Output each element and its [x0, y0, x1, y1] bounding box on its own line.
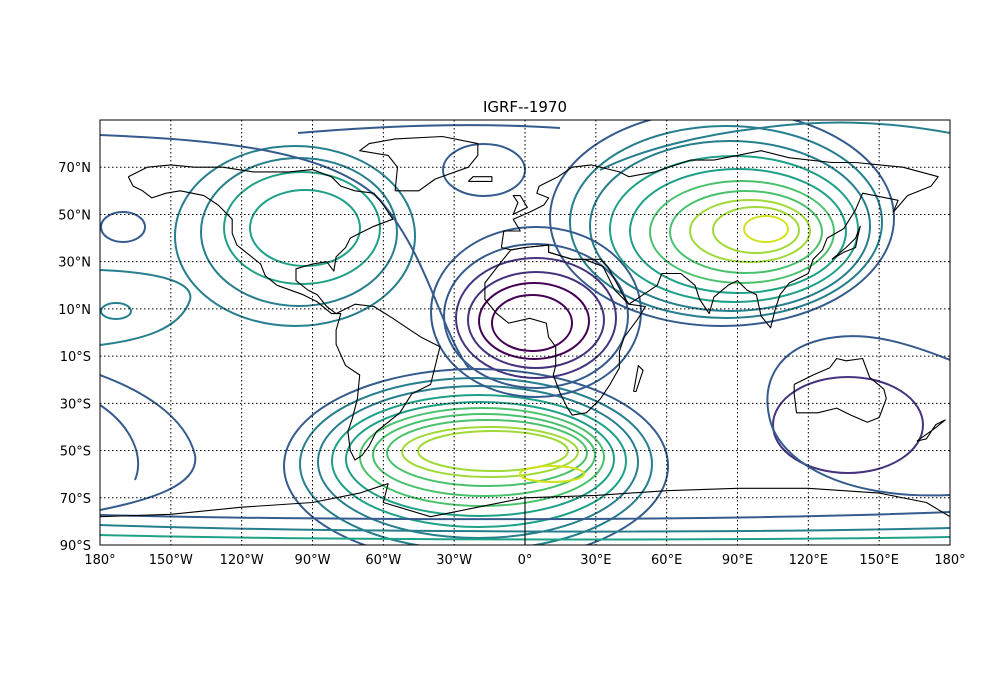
lat-tick-label: 70°S: [60, 492, 91, 507]
coastline-path: [359, 135, 479, 192]
lat-tick-label: 10°S: [60, 350, 91, 365]
contour-ring: [331, 394, 627, 528]
lat-tick-label: 50°S: [60, 445, 91, 460]
contour-ring: [223, 171, 381, 285]
graticule: [100, 120, 950, 545]
contour-ring: [589, 140, 871, 312]
contour-ring: [100, 211, 146, 243]
contour-ring: [386, 419, 588, 487]
lat-tick-label: 30°N: [58, 256, 91, 271]
contour-ring: [317, 385, 639, 539]
contour-ring: [430, 226, 642, 398]
contour-ring: [372, 413, 596, 497]
contour-line: [100, 524, 950, 533]
coastline-path: [100, 483, 950, 518]
contour-ring: [283, 368, 669, 545]
contour-ring: [649, 180, 835, 284]
coastlines: [100, 135, 950, 545]
contour-ring: [689, 199, 811, 263]
longitude-labels: 180° 150°W 120°W 90°W 60°W 30°W 0° 30°E 60°E 90°E…: [84, 553, 965, 568]
coastline-path: [127, 164, 441, 461]
contour-ring: [549, 120, 895, 327]
contour-ring: [629, 168, 847, 294]
lon-tick-label: 30°W: [436, 553, 472, 568]
lon-tick-label: 60°E: [651, 553, 682, 568]
contour-ring: [249, 189, 361, 267]
lon-tick-label: 60°W: [365, 553, 401, 568]
lon-tick-label: 150°W: [149, 553, 193, 568]
contour-ring: [712, 206, 800, 254]
lon-tick-label: 180°: [934, 553, 965, 568]
contour-ring: [443, 243, 629, 389]
lon-tick-label: 120°W: [220, 553, 264, 568]
lon-tick-label: 150°E: [859, 553, 899, 568]
coastline-path: [467, 176, 493, 182]
lat-tick-label: 10°N: [58, 303, 91, 318]
contour-ring: [569, 125, 883, 319]
lon-tick-label: 0°: [518, 553, 533, 568]
coastline-path: [831, 225, 861, 260]
coastline-path: [916, 419, 946, 442]
contour-ring: [478, 282, 590, 360]
contour-ring: [467, 271, 605, 369]
contour-ring: [359, 407, 605, 507]
contour-line: [100, 269, 192, 346]
contour-ring: [669, 190, 823, 274]
lat-tick-label: 30°S: [60, 397, 91, 412]
contour-ring: [100, 302, 132, 320]
contour-ring: [299, 377, 653, 545]
field-contours: [100, 120, 950, 545]
lon-tick-label: 90°W: [295, 553, 331, 568]
contour-line: [297, 124, 561, 134]
contour-ring: [743, 215, 789, 243]
contour-ring: [401, 426, 579, 478]
lon-tick-label: 90°E: [722, 553, 753, 568]
contour-line: [100, 374, 197, 511]
contour-line: [100, 511, 950, 521]
lon-tick-label: 180°: [84, 553, 115, 568]
contour-ring: [519, 465, 585, 483]
contour-ring: [174, 145, 416, 327]
contour-ring: [772, 376, 924, 474]
contour-line: [100, 134, 471, 371]
coastline-path: [793, 357, 887, 423]
contour-ring: [442, 143, 526, 197]
contour-line: [599, 121, 950, 171]
contour-line: [766, 335, 950, 497]
lat-tick-label: 70°N: [58, 161, 91, 176]
lat-tick-label: 90°S: [60, 539, 91, 554]
coastline-path: [633, 365, 644, 393]
contour-ring: [455, 257, 617, 379]
lon-tick-label: 30°E: [580, 553, 611, 568]
latitude-labels: 70°N 50°N 30°N 10°N 10°S 30°S 50°S 70°S 90°S: [58, 161, 91, 554]
lat-tick-label: 50°N: [58, 208, 91, 223]
contour-ring: [491, 294, 573, 352]
contour-line: [100, 404, 140, 481]
contour-ring: [609, 155, 859, 303]
map-frame: [99, 119, 951, 546]
coastline-path: [484, 244, 646, 416]
lon-tick-label: 120°E: [789, 553, 829, 568]
contour-ring: [345, 401, 615, 517]
map-title: IGRF--1970: [483, 98, 567, 116]
contour-line: [100, 534, 950, 541]
